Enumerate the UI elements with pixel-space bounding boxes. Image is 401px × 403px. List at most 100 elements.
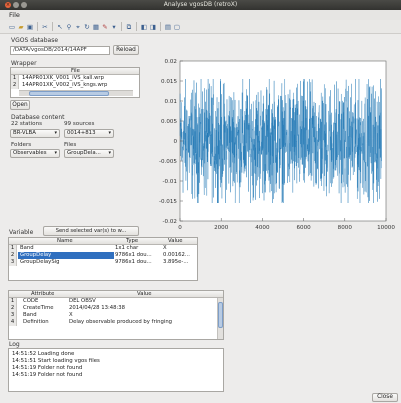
maximize-window-icon[interactable] — [21, 2, 27, 8]
stations-label: 22 stations — [11, 121, 43, 127]
panel-icon[interactable]: ◧ — [140, 22, 148, 31]
station-select[interactable]: BR-VLBA ▾ — [10, 129, 60, 138]
line-icon[interactable]: ▾ — [112, 22, 116, 31]
table-row[interactable]: 4 Definition Delay observable produced b… — [9, 319, 223, 326]
source-select[interactable]: 0014+813 ▾ — [64, 129, 114, 138]
file-select[interactable]: GroupDela... ▾ — [64, 149, 114, 158]
window-icon[interactable]: ▢ — [173, 22, 181, 31]
variable-value: 3.895e-... — [163, 259, 189, 265]
wrapper-header-file: File — [71, 68, 80, 74]
attribute-table: Attribute Value 1 CODE DEL OBSV 2 Create… — [8, 290, 224, 340]
series-line — [179, 78, 382, 204]
files-label: Files — [64, 142, 77, 148]
copy-icon[interactable]: ⧉ — [126, 22, 132, 31]
row-number: 2 — [9, 252, 17, 259]
y-tick-label: 0.015 — [161, 79, 177, 85]
table-row[interactable]: 1 Band 1x1 char X — [9, 245, 197, 252]
log-line: 14:51:19 Folder not found — [12, 372, 83, 378]
vgosdb-path-field[interactable]: /DATA/vgosDB/2014/14APF — [10, 46, 110, 55]
row-number: 1 — [11, 75, 19, 82]
attribute-value: 2014/04/28 13:48:38 — [69, 305, 126, 311]
file-value: GroupDela... — [67, 150, 101, 156]
variable-label: Variable — [9, 229, 34, 236]
y-tick-label: -0.015 — [159, 199, 177, 205]
close-button[interactable]: Close — [372, 393, 398, 402]
table-row[interactable]: 1 CODE DEL OBSV — [9, 298, 223, 305]
header-value: Value — [137, 291, 152, 297]
attribute-value: X — [69, 312, 73, 318]
menu-file[interactable]: File — [9, 11, 20, 19]
edit-icon[interactable]: ✎ — [102, 22, 108, 31]
title-bar — [0, 0, 401, 10]
zoom-icon[interactable]: ⚲ — [66, 22, 72, 31]
refresh-icon[interactable]: ↻ — [84, 22, 90, 31]
grid-icon[interactable]: ▤ — [164, 22, 172, 31]
y-axis: 0.02 0.015 0.01 0.005 0 -0.005 -0.01 -0.015 -0.0… — [159, 59, 183, 225]
y-tick-label: -0.005 — [159, 159, 177, 165]
link-icon[interactable]: ↖ — [57, 22, 63, 31]
row-number: 3 — [9, 259, 17, 266]
send-to-workspace-button[interactable]: Send selected var(s) to w... — [43, 226, 139, 236]
groupdelay-plot: 0.02 0.015 0.01 0.005 0 -0.005 -0.01 -0.015 -0.0… — [159, 59, 395, 231]
new-icon[interactable]: ▭ — [8, 22, 16, 31]
table-row-selected[interactable]: 2 GroupDelay 9786x1 dou... 0.00162... — [9, 252, 197, 259]
open-icon[interactable]: ▰ — [18, 22, 24, 31]
variable-name: Band — [20, 245, 34, 251]
attribute-name: Band — [23, 312, 37, 318]
save-icon[interactable]: ▣ — [26, 22, 34, 31]
table-row[interactable]: 2 14APR01XK_V002_iVS_kngs.wrp — [11, 82, 139, 89]
attribute-value: Delay observable produced by fringing — [69, 319, 173, 325]
wrapper-label: Wrapper — [11, 60, 37, 67]
attribute-name: CreateTime — [23, 305, 54, 311]
variable-value: 0.00162... — [163, 252, 190, 258]
close-window-icon[interactable]: × — [5, 1, 11, 8]
table-row[interactable]: 2 CreateTime 2014/04/28 13:48:38 — [9, 305, 223, 312]
attribute-vscrollbar[interactable] — [217, 298, 223, 339]
table-row[interactable]: 3 GroupDelaySig 9786x1 dou... 3.895e-... — [9, 259, 197, 266]
chevron-down-icon: ▾ — [108, 150, 111, 156]
pointer-icon[interactable]: ⌖ — [76, 22, 80, 31]
vgosdb-label: VGOS database — [11, 37, 59, 44]
log-label: Log — [9, 341, 20, 348]
reload-button[interactable]: Reload — [113, 45, 139, 55]
wrapper-header: File — [11, 68, 139, 75]
folders-label: Folders — [11, 142, 32, 148]
variable-type: 1x1 char — [115, 245, 139, 251]
table-row[interactable]: 1 14APR01XK_V001_iVS_kall.wrp — [11, 75, 139, 82]
attribute-value: DEL OBSV — [69, 298, 96, 304]
header-type: Type — [126, 238, 139, 244]
series-group — [179, 78, 382, 204]
x-axis: 0 2000 4000 6000 8000 10000 — [178, 218, 395, 231]
row-number: 1 — [9, 298, 17, 305]
folder-select[interactable]: Observables ▾ — [10, 149, 60, 158]
table-icon[interactable]: ▦ — [92, 22, 100, 31]
table-row[interactable]: 3 Band X — [9, 312, 223, 319]
db-content-label: Database content — [11, 114, 65, 121]
minimize-window-icon[interactable] — [13, 2, 19, 8]
wrapper-hscrollbar[interactable] — [19, 90, 133, 96]
row-number: 2 — [11, 82, 19, 89]
variable-table: Name Type Value 1 Band 1x1 char X 2 Grou… — [8, 237, 198, 281]
variable-type: 9786x1 dou... — [115, 252, 152, 258]
x-tick-label: 0 — [178, 225, 182, 231]
row-number: 3 — [9, 312, 17, 319]
sources-label: 99 sources — [64, 121, 95, 127]
panel2-icon[interactable]: ◨ — [149, 22, 157, 31]
menu-bar: File — [0, 10, 401, 20]
y-tick-label: 0.02 — [165, 59, 177, 65]
scrollbar-thumb[interactable] — [29, 91, 109, 96]
row-number: 1 — [9, 245, 17, 252]
y-tick-label: 0.005 — [161, 119, 177, 125]
chevron-down-icon: ▾ — [108, 130, 111, 136]
wrapper-file: 14APR01XK_V001_iVS_kall.wrp — [22, 75, 104, 81]
header-name: Name — [57, 238, 73, 244]
source-value: 0014+813 — [67, 130, 96, 136]
attribute-name: Definition — [23, 319, 49, 325]
open-button[interactable]: Open — [10, 100, 30, 110]
cut-icon[interactable]: ✂ — [42, 22, 48, 31]
scrollbar-thumb[interactable] — [218, 302, 223, 328]
station-value: BR-VLBA — [13, 130, 36, 136]
variable-header: Name Type Value — [9, 238, 197, 245]
row-number: 4 — [9, 319, 17, 326]
folder-value: Observables — [13, 150, 47, 156]
